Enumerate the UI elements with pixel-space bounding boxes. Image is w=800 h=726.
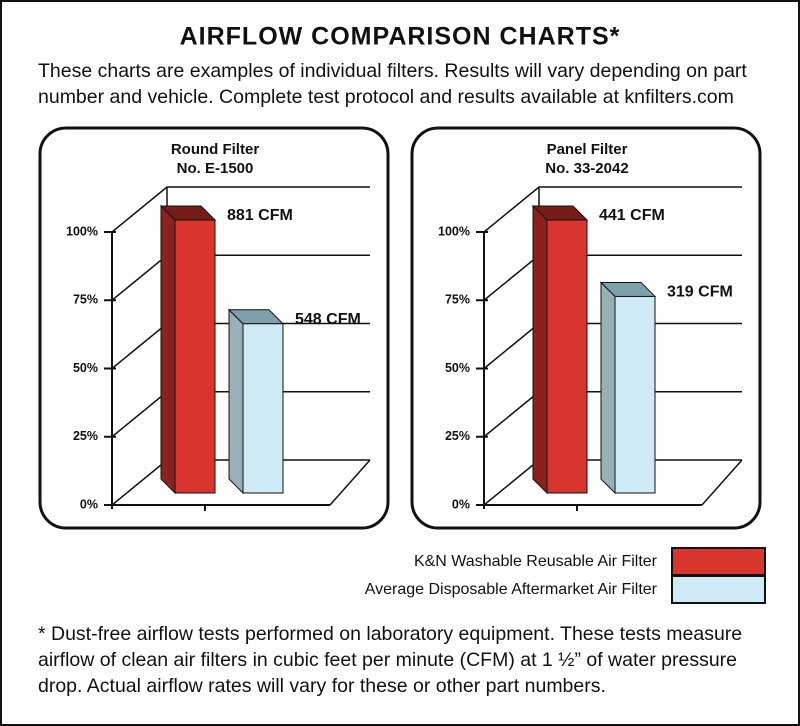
bar <box>242 323 284 494</box>
bar <box>174 219 216 494</box>
y-tick-label: 50% <box>73 361 98 375</box>
y-tick-label: 25% <box>73 429 98 443</box>
bar-side <box>228 308 244 495</box>
y-tick-label: 0% <box>452 497 470 511</box>
subtitle: number and vehicle. Complete test protoc… <box>38 86 734 108</box>
grid-line <box>111 186 370 233</box>
subtitle: These charts are examples of individual … <box>38 60 747 82</box>
chart-title: No. 33-2042 <box>545 160 628 177</box>
axis-line <box>701 459 743 506</box>
bar <box>614 295 656 494</box>
footnote: * Dust-free airflow tests performed on l… <box>38 623 742 645</box>
legend-swatch <box>671 547 766 576</box>
annotation: 319 CFM <box>667 284 733 301</box>
y-tick-label: 50% <box>445 361 470 375</box>
axis-line <box>329 459 371 506</box>
y-tick-label: 100% <box>66 224 98 238</box>
bar-side <box>600 281 616 495</box>
chart-title: Round Filter <box>171 141 259 158</box>
y-tick-label: 75% <box>445 293 470 307</box>
bar <box>546 219 588 494</box>
annotation: 881 CFM <box>227 207 293 224</box>
y-tick-label: 75% <box>73 293 98 307</box>
legend-label: Average Disposable Aftermarket Air Filte… <box>365 581 658 598</box>
bar-side <box>532 204 548 495</box>
annotation: 441 CFM <box>599 207 665 224</box>
grid-line <box>483 186 742 233</box>
footnote: airflow of clean air filters in cubic fe… <box>38 649 737 671</box>
legend-swatch <box>671 575 766 604</box>
chart-title: Panel Filter <box>547 141 628 158</box>
title: AIRFLOW COMPARISON CHARTS* <box>180 23 621 51</box>
annotation: 548 CFM <box>295 311 361 328</box>
bar-side <box>160 204 176 495</box>
legend-label: K&N Washable Reusable Air Filter <box>414 553 658 570</box>
y-tick-label: 25% <box>445 429 470 443</box>
y-tick-label: 100% <box>438 224 470 238</box>
y-tick-label: 0% <box>80 497 98 511</box>
chart-title: No. E-1500 <box>177 160 254 177</box>
footnote: drop. Actual airflow rates will vary for… <box>38 675 606 697</box>
